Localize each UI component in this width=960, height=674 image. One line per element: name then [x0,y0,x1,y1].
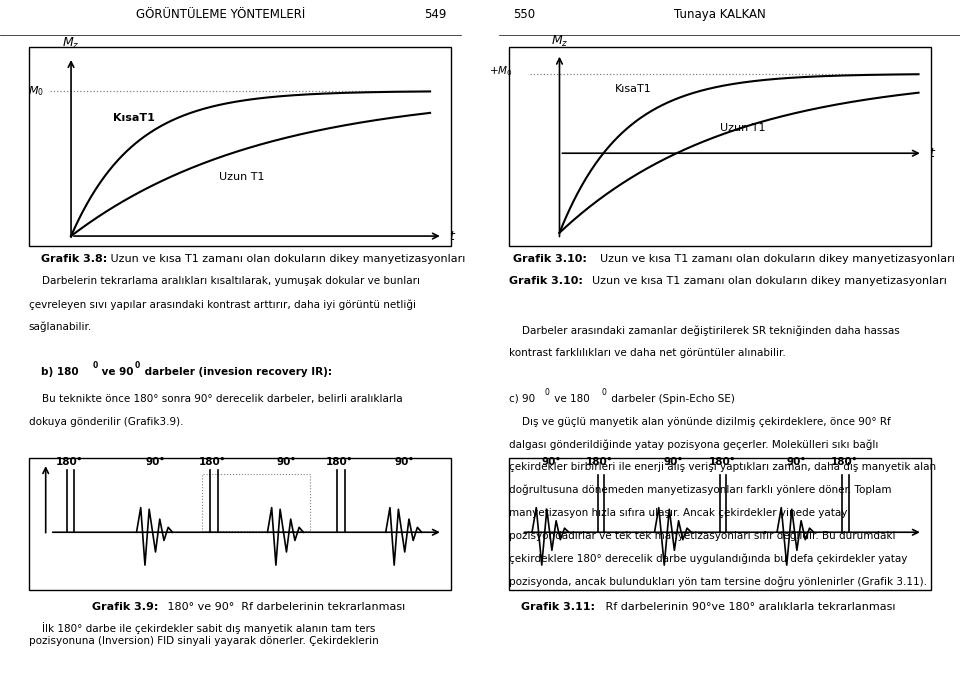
Text: Grafik 3.8:: Grafik 3.8: [41,255,108,264]
Text: Uzun T1: Uzun T1 [219,173,264,183]
Text: Darbelerin tekrarlama aralıkları kısaltılarak, yumuşak dokular ve bunları: Darbelerin tekrarlama aralıkları kısaltı… [29,276,420,286]
Text: 90°: 90° [276,456,297,466]
Text: sağlanabilir.: sağlanabilir. [29,322,92,332]
Bar [509,458,931,590]
Text: ve 90: ve 90 [99,367,134,377]
Text: $t$: $t$ [929,147,936,160]
Text: Uzun ve kısa T1 zamanı olan dokuların dikey manyetizasyonları: Uzun ve kısa T1 zamanı olan dokuların di… [585,276,947,286]
Text: 0: 0 [544,388,549,398]
Text: manyetizasyon hızla sıfıra ulaşır. Ancak çekirdekler yinede yatay: manyetizasyon hızla sıfıra ulaşır. Ancak… [509,508,847,518]
Text: darbeler (invesion recovery IR):: darbeler (invesion recovery IR): [141,367,332,377]
Text: 0: 0 [92,361,97,370]
Text: Grafik 3.10:: Grafik 3.10: [513,255,587,264]
Text: çekirdekler birbirleri ile enerji alış verişi yaptıkları zaman, daha dış manyeti: çekirdekler birbirleri ile enerji alış v… [509,462,936,472]
Text: 180°: 180° [831,456,858,466]
Text: b) 180: b) 180 [41,367,79,377]
Text: Dış ve güçlü manyetik alan yönünde dizilmiş çekirdeklere, önce 90° Rf: Dış ve güçlü manyetik alan yönünde dizil… [509,417,891,427]
Text: Rf darbelerinin 90°ve 180° aralıklarla tekrarlanması: Rf darbelerinin 90°ve 180° aralıklarla t… [602,602,896,611]
Text: 0: 0 [134,361,139,370]
Text: 90°: 90° [541,456,561,466]
Text: doğrultusuna dönemeden manyetizasyonları farklı yönlere döner. Toplam: doğrultusuna dönemeden manyetizasyonları… [509,485,891,495]
Text: Grafik 3.11:: Grafik 3.11: [521,602,595,611]
Text: Uzun ve kısa T1 zamanı olan dokuların dikey manyetizasyonları: Uzun ve kısa T1 zamanı olan dokuların di… [593,255,955,264]
Text: GÖRÜNTÜLEME YÖNTEMLERİ: GÖRÜNTÜLEME YÖNTEMLERİ [136,8,305,22]
Text: 90°: 90° [786,456,805,466]
Text: 90°: 90° [663,456,684,466]
Text: Bu teknikte önce 180° sonra 90° derecelik darbeler, belirli aralıklarla: Bu teknikte önce 180° sonra 90° dereceli… [29,394,402,404]
Text: darbeler (Spin-Echo SE): darbeler (Spin-Echo SE) [608,394,735,404]
Text: 180°: 180° [708,456,735,466]
Text: çevreleyen sıvı yapılar arasındaki kontrast arttırır, daha iyi görüntü netliği: çevreleyen sıvı yapılar arasındaki kontr… [29,299,416,309]
Text: Uzun T1: Uzun T1 [720,123,765,133]
Text: $+M_0$: $+M_0$ [490,64,513,78]
Text: 180° ve 90°  Rf darbelerinin tekrarlanması: 180° ve 90° Rf darbelerinin tekrarlanmas… [164,602,405,611]
Text: 550: 550 [514,8,536,22]
Text: 90°: 90° [395,456,415,466]
Text: Grafik 3.10:: Grafik 3.10: [509,276,583,286]
Text: Darbeler arasındaki zamanlar değiştirilerek SR tekniğinden daha hassas: Darbeler arasındaki zamanlar değiştirile… [509,326,900,336]
Text: KısaT1: KısaT1 [614,84,651,94]
Bar [29,458,451,590]
Text: $M_z$: $M_z$ [551,34,568,49]
Text: 180°: 180° [199,456,226,466]
Text: $M_z$: $M_z$ [62,36,80,51]
Text: 0: 0 [602,388,607,398]
Text: 90°: 90° [146,456,165,466]
Text: Tunaya KALKAN: Tunaya KALKAN [674,8,766,22]
Text: Uzun ve kısa T1 zamanı olan dokuların dikey manyetizasyonları: Uzun ve kısa T1 zamanı olan dokuların di… [107,255,466,264]
Text: pozisyonuna (Inversion) FID sinyali yayarak dönerler. Çekirdeklerin: pozisyonuna (Inversion) FID sinyali yaya… [29,636,378,646]
Text: 180°: 180° [325,456,352,466]
Text: KısaT1: KısaT1 [113,113,156,123]
Text: ve 180: ve 180 [551,394,589,404]
Text: c) 90: c) 90 [509,394,535,404]
Bar [202,474,310,531]
Text: dalgası gönderildiğinde yatay pozisyona geçerler. Molekülleri sıkı bağlı: dalgası gönderildiğinde yatay pozisyona … [509,439,878,450]
Text: dokuya gönderilir (Grafik3.9).: dokuya gönderilir (Grafik3.9). [29,417,183,427]
Text: pozisyonda, ancak bulundukları yön tam tersine doğru yönlenirler (Grafik 3.11).: pozisyonda, ancak bulundukları yön tam t… [509,576,926,586]
Text: kontrast farklılıkları ve daha net görüntüler alınabilir.: kontrast farklılıkları ve daha net görün… [509,348,785,358]
Text: İlk 180° darbe ile çekirdekler sabit dış manyetik alanın tam ters: İlk 180° darbe ile çekirdekler sabit dış… [29,623,375,634]
Text: $t$: $t$ [449,230,456,243]
Text: 180°: 180° [56,456,83,466]
Text: pozisyondadırlar ve tek tek manyetizasyonları sıfır değildir. Bu durumdaki: pozisyondadırlar ve tek tek manyetizasyo… [509,530,896,541]
Text: 180°: 180° [587,456,613,466]
Text: Grafik 3.9:: Grafik 3.9: [92,602,158,611]
Text: 549: 549 [424,8,446,22]
Bar [509,47,931,246]
Text: çekirdeklere 180° derecelik darbe uygulandığında bu defa çekirdekler yatay: çekirdeklere 180° derecelik darbe uygula… [509,553,907,563]
Bar [29,47,451,246]
Text: $M_0$: $M_0$ [28,84,43,98]
